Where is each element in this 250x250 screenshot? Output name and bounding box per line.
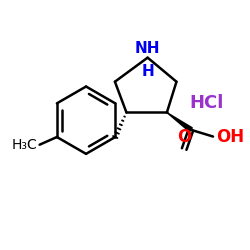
Text: NH: NH (135, 41, 160, 56)
Text: H₃C: H₃C (12, 138, 38, 152)
Polygon shape (167, 112, 192, 132)
Text: O: O (177, 128, 191, 146)
Text: H: H (141, 64, 154, 80)
Text: OH: OH (216, 128, 244, 146)
Text: HCl: HCl (189, 94, 224, 112)
